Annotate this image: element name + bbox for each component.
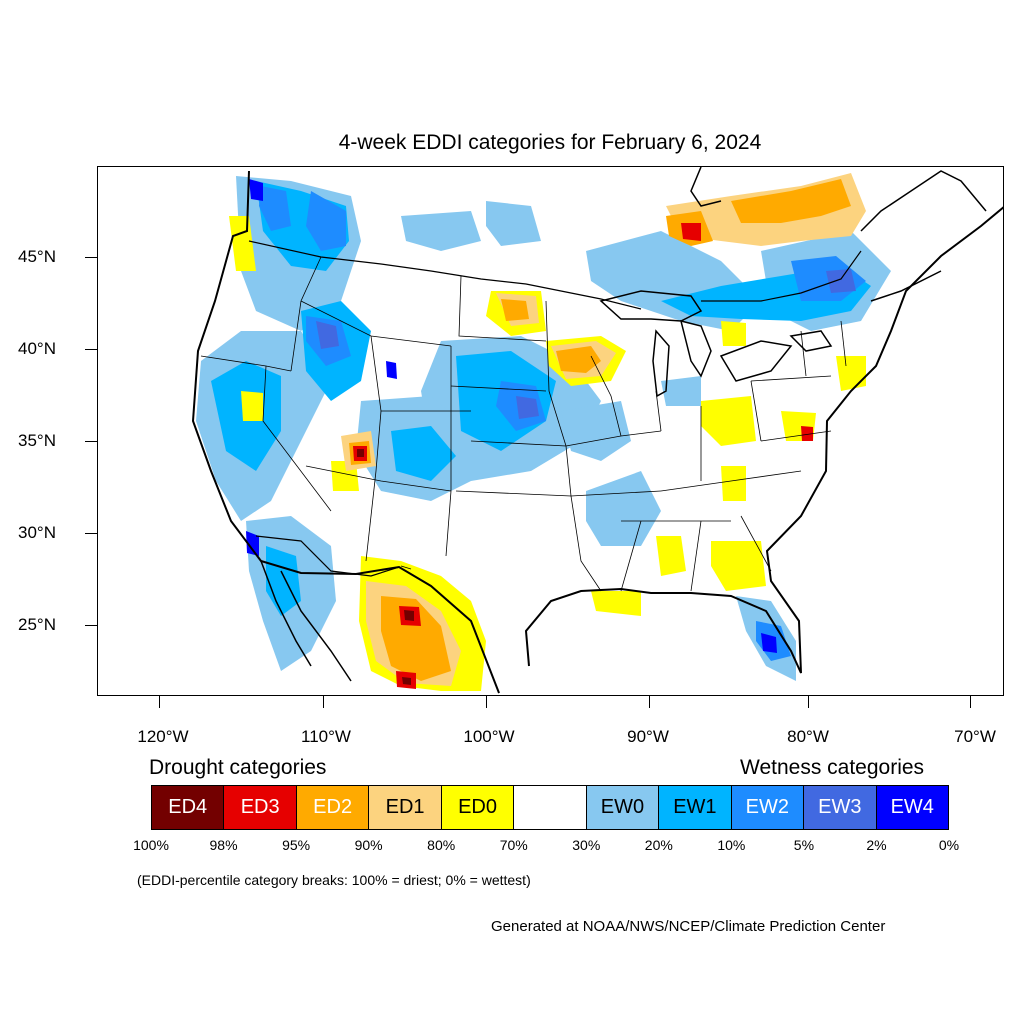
break-label: 100% bbox=[133, 837, 169, 853]
state-borders bbox=[200, 256, 847, 592]
legend-cell bbox=[514, 786, 587, 829]
lon-label: 120°W bbox=[137, 727, 189, 746]
break-label: 0% bbox=[938, 837, 960, 853]
lon-tick bbox=[159, 696, 160, 708]
ew3-ew4-areas bbox=[246, 179, 856, 653]
category-legend: ED4 ED3 ED2 ED1 ED0 EW0 EW1 EW2 EW3 EW4 bbox=[151, 785, 949, 830]
credit-line: Generated at NOAA/NWS/NCEP/Climate Predi… bbox=[491, 918, 886, 935]
lat-label: 40°N bbox=[18, 339, 56, 358]
lon-label: 90°W bbox=[627, 727, 669, 746]
break-label: 2% bbox=[866, 837, 887, 853]
north-coast bbox=[690, 167, 987, 302]
break-label: 10% bbox=[717, 837, 746, 853]
lon-tick bbox=[808, 696, 809, 708]
break-label: 98% bbox=[209, 837, 238, 853]
legend-cell: ED0 bbox=[441, 786, 515, 829]
baja-outline bbox=[260, 560, 352, 682]
lat-label: 35°N bbox=[18, 431, 56, 450]
category-note: (EDDI-percentile category breaks: 100% =… bbox=[137, 872, 531, 888]
lat-label: 25°N bbox=[18, 615, 56, 634]
lon-label: 70°W bbox=[954, 727, 996, 746]
legend-cell: EW4 bbox=[876, 786, 948, 829]
lat-tick bbox=[85, 441, 97, 442]
lon-label: 80°W bbox=[787, 727, 829, 746]
legend-cell: ED3 bbox=[224, 786, 297, 829]
lon-tick bbox=[970, 696, 971, 708]
map-title: 4-week EDDI categories for February 6, 2… bbox=[338, 131, 762, 154]
map-canvas bbox=[191, 167, 1003, 694]
lat-tick bbox=[85, 625, 97, 626]
lon-label: 110°W bbox=[301, 727, 351, 746]
legend-cell: ED2 bbox=[296, 786, 370, 829]
mexico-border bbox=[255, 535, 500, 694]
lon-tick bbox=[323, 696, 324, 708]
lat-tick bbox=[85, 349, 97, 350]
break-label: 20% bbox=[644, 837, 673, 853]
great-lakes bbox=[599, 290, 833, 398]
lat-tick bbox=[85, 257, 97, 258]
break-label: 30% bbox=[572, 837, 601, 853]
lat-label: 45°N bbox=[18, 247, 56, 266]
lon-tick bbox=[649, 696, 650, 708]
lon-tick bbox=[486, 696, 487, 708]
legend-cell: EW1 bbox=[659, 786, 732, 829]
break-label: 70% bbox=[499, 837, 528, 853]
legend-cell: EW0 bbox=[586, 786, 660, 829]
legend-cell: EW2 bbox=[731, 786, 805, 829]
break-label: 80% bbox=[427, 837, 456, 853]
legend-cell: ED1 bbox=[369, 786, 442, 829]
wetness-categories-heading: Wetness categories bbox=[740, 756, 925, 779]
canada-border bbox=[248, 240, 862, 310]
lat-label: 30°N bbox=[18, 523, 56, 542]
break-label: 90% bbox=[354, 837, 383, 853]
legend-cell: ED4 bbox=[152, 786, 225, 829]
lon-label: 100°W bbox=[463, 727, 515, 746]
break-label: 95% bbox=[282, 837, 311, 853]
break-label: 5% bbox=[793, 837, 815, 853]
eddi-map bbox=[97, 166, 1004, 696]
ed3-ed4-areas bbox=[353, 223, 813, 689]
drought-categories-heading: Drought categories bbox=[149, 756, 327, 779]
lat-tick bbox=[85, 533, 97, 534]
legend-cell: EW3 bbox=[804, 786, 877, 829]
